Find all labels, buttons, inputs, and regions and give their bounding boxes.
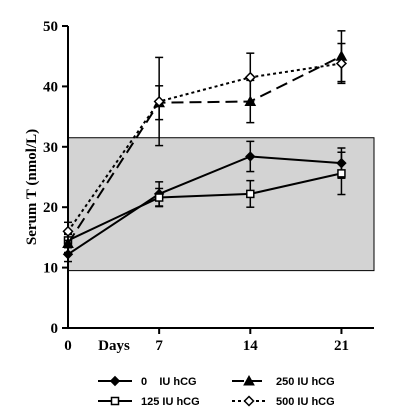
x-tick-label: 7 [155,338,163,354]
data-point [337,169,346,178]
legend-marker [243,395,255,407]
x-ticks: 0 7 14 21 [64,328,349,354]
series-4 [62,42,348,242]
y-tick-label: 10 [43,261,58,277]
y-tick-label: 30 [43,140,58,156]
y-axis-title: Serum T (nmol/L) [24,129,40,245]
y-tick-label: 0 [51,321,59,337]
y-tick-label: 20 [43,200,58,216]
legend-marker [243,374,255,386]
legend-label: 500 IU hCG [276,396,335,408]
series-line [67,62,342,232]
x-tick-label: 14 [243,338,259,354]
series-layer [62,30,348,263]
y-tick-label: 50 [43,19,58,35]
data-point [245,151,256,162]
series-line [67,55,342,244]
legend-item: 125 IU hCG [98,396,200,408]
data-point [153,95,165,108]
x-tick-label: 0 [64,338,72,354]
series-line [67,172,342,242]
y-ticks: 0 10 20 30 40 50 [43,19,68,337]
legend-label: 125 IU hCG [141,396,200,408]
data-point [62,237,74,248]
axes [67,26,374,329]
legend-marker [110,396,120,406]
legend-item: 250 IU hCG [232,374,335,388]
x-axis-title: Days [98,338,130,354]
x-tick-label: 21 [334,338,349,354]
data-point [62,225,74,237]
data-point [154,193,164,202]
data-point [335,57,348,70]
legend: 0 IU hCG 250 IU hCG 125 IU hCG 500 IU hCG [98,374,335,408]
legend-item: 0 IU hCG [98,375,197,388]
legend-label: 250 IU hCG [276,376,335,388]
data-point [244,71,256,83]
legend-marker [109,375,121,387]
series-line [67,155,342,256]
reference-range-band [67,137,375,272]
legend-label: 0 IU hCG [141,376,197,388]
y-tick-label: 40 [43,79,58,95]
legend-item: 500 IU hCG [232,395,335,408]
data-point [246,189,255,199]
